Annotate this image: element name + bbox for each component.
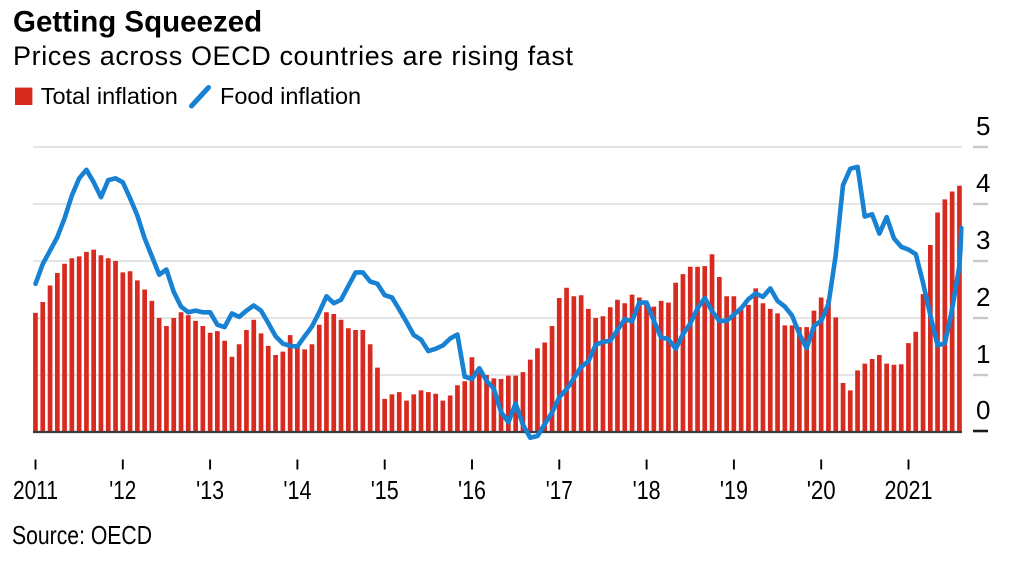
svg-text:2021: 2021 bbox=[885, 475, 933, 505]
svg-text:'17: '17 bbox=[546, 475, 573, 505]
svg-text:'13: '13 bbox=[196, 475, 224, 505]
svg-text:Food inflation: Food inflation bbox=[220, 83, 361, 109]
svg-text:2: 2 bbox=[976, 282, 990, 312]
svg-text:'14: '14 bbox=[283, 475, 311, 505]
svg-text:'20: '20 bbox=[807, 475, 836, 505]
svg-text:'12: '12 bbox=[109, 475, 136, 505]
svg-text:Getting Squeezed: Getting Squeezed bbox=[13, 6, 262, 39]
svg-text:Total inflation: Total inflation bbox=[41, 83, 178, 109]
svg-text:5: 5 bbox=[976, 111, 990, 141]
svg-text:'16: '16 bbox=[458, 475, 486, 505]
svg-text:0: 0 bbox=[976, 395, 990, 425]
svg-text:Source: OECD: Source: OECD bbox=[12, 520, 152, 550]
svg-text:3: 3 bbox=[976, 225, 990, 255]
svg-text:'15: '15 bbox=[371, 475, 399, 505]
svg-text:1: 1 bbox=[976, 339, 990, 369]
svg-text:'18: '18 bbox=[633, 475, 661, 505]
svg-text:'19: '19 bbox=[720, 475, 748, 505]
svg-text:2011: 2011 bbox=[13, 475, 58, 505]
svg-text:Prices across OECD countries a: Prices across OECD countries are rising … bbox=[13, 41, 574, 71]
svg-text:4: 4 bbox=[976, 168, 990, 198]
